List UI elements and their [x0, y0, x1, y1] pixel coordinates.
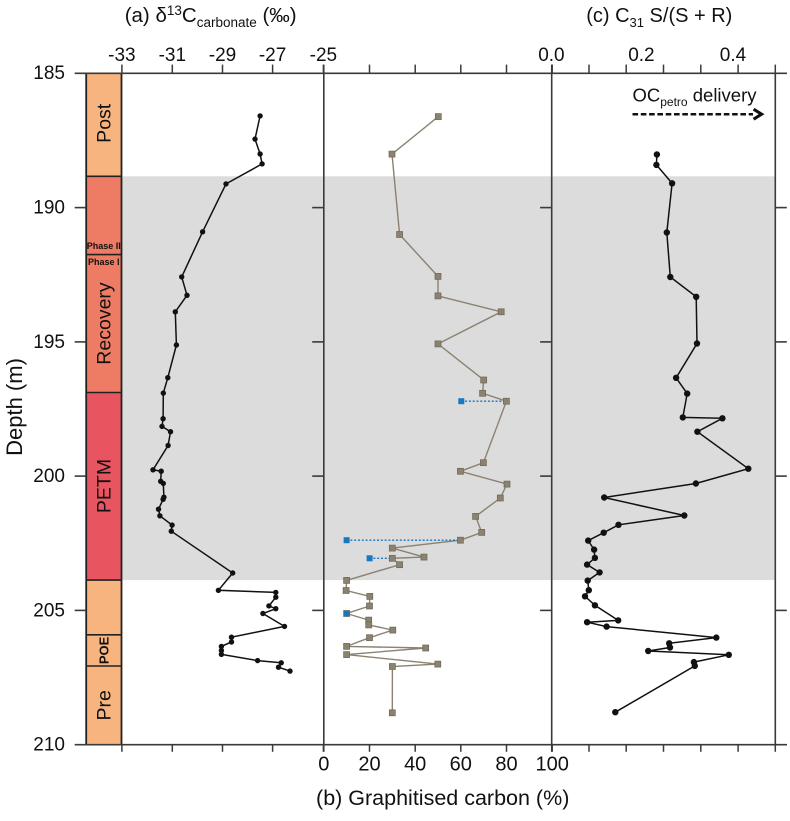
svg-text:(c) C31 S/(S + R): (c) C31 S/(S + R) — [586, 5, 732, 30]
svg-text:-25: -25 — [310, 45, 337, 66]
svg-text:Phase II: Phase II — [87, 241, 121, 251]
svg-text:100: 100 — [536, 754, 569, 776]
svg-text:205: 205 — [33, 600, 65, 621]
svg-text:0.4: 0.4 — [720, 45, 747, 66]
svg-text:-29: -29 — [209, 45, 236, 66]
svg-text:-31: -31 — [159, 45, 186, 66]
svg-text:195: 195 — [33, 332, 65, 353]
svg-text:20: 20 — [358, 754, 380, 776]
svg-text:0.0: 0.0 — [538, 45, 564, 66]
svg-text:Recovery: Recovery — [93, 282, 115, 365]
svg-text:0: 0 — [318, 754, 329, 776]
svg-text:Pre: Pre — [93, 690, 115, 720]
svg-text:0.2: 0.2 — [628, 45, 654, 66]
svg-text:40: 40 — [404, 754, 426, 776]
svg-text:80: 80 — [495, 754, 517, 776]
svg-text:OCpetro delivery: OCpetro delivery — [633, 85, 758, 110]
svg-text:200: 200 — [33, 466, 65, 487]
svg-text:60: 60 — [450, 754, 472, 776]
svg-text:Phase I: Phase I — [88, 257, 120, 267]
svg-text:(a) δ13Ccarbonate (‰): (a) δ13Ccarbonate (‰) — [125, 3, 297, 30]
svg-text:(b) Graphitised carbon (%): (b) Graphitised carbon (%) — [316, 786, 569, 810]
svg-text:POE: POE — [96, 636, 111, 664]
svg-text:Depth (m): Depth (m) — [2, 358, 27, 456]
svg-text:210: 210 — [33, 735, 65, 756]
svg-text:190: 190 — [33, 198, 65, 219]
svg-text:PETM: PETM — [93, 459, 115, 513]
svg-text:185: 185 — [33, 63, 65, 84]
svg-text:-27: -27 — [259, 45, 286, 66]
svg-text:-33: -33 — [108, 45, 135, 66]
svg-text:Post: Post — [93, 103, 115, 143]
